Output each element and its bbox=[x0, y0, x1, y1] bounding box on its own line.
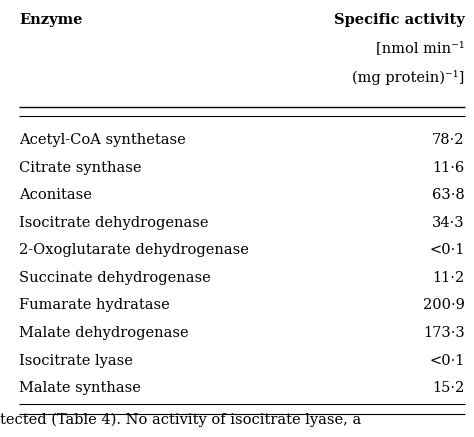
Text: Isocitrate lyase: Isocitrate lyase bbox=[19, 354, 133, 368]
Text: <0·1: <0·1 bbox=[429, 354, 465, 368]
Text: 34·3: 34·3 bbox=[432, 216, 465, 230]
Text: Acetyl-CoA synthetase: Acetyl-CoA synthetase bbox=[19, 133, 186, 147]
Text: Fumarate hydratase: Fumarate hydratase bbox=[19, 298, 170, 312]
Text: 200·9: 200·9 bbox=[423, 298, 465, 312]
Text: Isocitrate dehydrogenase: Isocitrate dehydrogenase bbox=[19, 216, 209, 230]
Text: Malate dehydrogenase: Malate dehydrogenase bbox=[19, 326, 189, 340]
Text: Succinate dehydrogenase: Succinate dehydrogenase bbox=[19, 271, 211, 285]
Text: (mg protein)⁻¹]: (mg protein)⁻¹] bbox=[352, 70, 465, 85]
Text: 15·2: 15·2 bbox=[432, 381, 465, 395]
Text: 11·6: 11·6 bbox=[432, 161, 465, 175]
Text: 173·3: 173·3 bbox=[423, 326, 465, 340]
Text: <0·1: <0·1 bbox=[429, 243, 465, 257]
Text: Citrate synthase: Citrate synthase bbox=[19, 161, 141, 175]
Text: [nmol min⁻¹: [nmol min⁻¹ bbox=[376, 42, 465, 55]
Text: Enzyme: Enzyme bbox=[19, 13, 82, 27]
Text: 2-Oxoglutarate dehydrogenase: 2-Oxoglutarate dehydrogenase bbox=[19, 243, 249, 257]
Text: 11·2: 11·2 bbox=[432, 271, 465, 285]
Text: Aconitase: Aconitase bbox=[19, 188, 92, 202]
Text: 78·2: 78·2 bbox=[432, 133, 465, 147]
Text: Specific activity: Specific activity bbox=[334, 13, 465, 27]
Text: tected (Table 4). No activity of isocitrate lyase, a: tected (Table 4). No activity of isocitr… bbox=[0, 413, 361, 427]
Text: Malate synthase: Malate synthase bbox=[19, 381, 141, 395]
Text: 63·8: 63·8 bbox=[432, 188, 465, 202]
